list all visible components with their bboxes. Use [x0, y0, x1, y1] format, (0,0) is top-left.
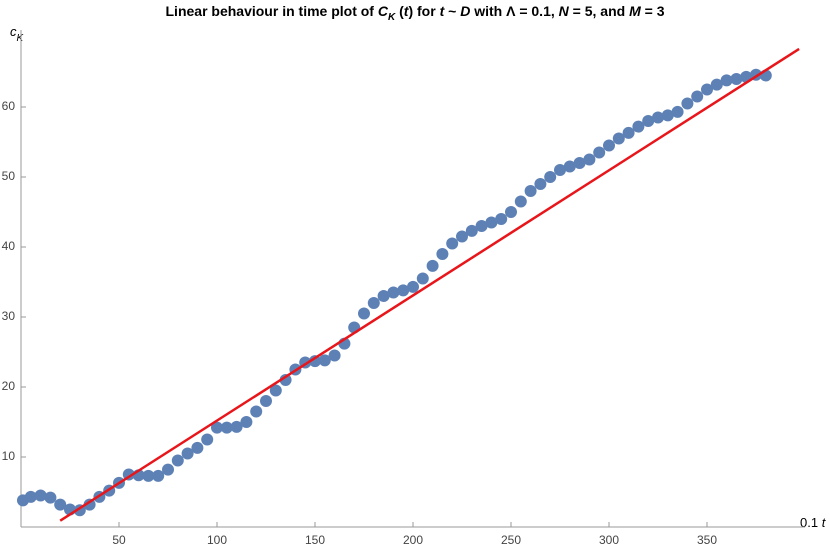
data-point: [514, 195, 527, 208]
data-point: [426, 259, 439, 272]
data-point: [171, 454, 184, 467]
data-point: [191, 441, 204, 454]
data-point: [240, 416, 253, 428]
data-point: [544, 171, 557, 183]
data-point: [407, 280, 419, 293]
data-point: [83, 498, 96, 511]
data-point: [328, 349, 341, 362]
data-point: [260, 395, 272, 407]
x-tick-label: 150: [305, 533, 325, 547]
data-point: [554, 164, 566, 176]
data-point: [416, 272, 429, 285]
x-tick-label: 100: [207, 533, 227, 547]
data-point: [642, 115, 655, 127]
data-point: [681, 97, 694, 110]
x-tick-label: 200: [403, 533, 423, 547]
title-part: D: [460, 3, 470, 19]
data-point: [603, 139, 615, 152]
data-point: [446, 237, 459, 250]
data-point: [279, 374, 292, 386]
x-tick-label: 350: [697, 533, 717, 547]
title-part: = 5, and: [569, 3, 629, 19]
data-point: [691, 90, 704, 103]
title-part: t: [440, 3, 446, 19]
data-point: [318, 354, 331, 367]
x-label-part: t: [822, 515, 827, 530]
data-point: [397, 284, 410, 297]
chart-title: Linear behaviour in time plot of CK (t) …: [166, 3, 665, 23]
data-point: [211, 421, 223, 434]
data-point: [573, 157, 586, 169]
y-tick-label: 30: [2, 309, 16, 323]
data-point: [250, 405, 263, 418]
data-point: [612, 132, 625, 145]
data-point: [162, 463, 174, 476]
data-point: [622, 126, 635, 139]
y-tick-label: 40: [2, 239, 16, 253]
data-point: [593, 146, 606, 159]
y-tick-label: 60: [2, 99, 16, 113]
title-part: ~: [444, 3, 460, 19]
title-part: ) for: [408, 3, 439, 19]
data-point: [309, 355, 321, 368]
x-tick-label: 50: [112, 533, 126, 547]
data-point: [201, 433, 214, 446]
title-part: (: [395, 3, 404, 19]
data-point: [387, 286, 400, 299]
data-point: [485, 216, 498, 229]
data-point: [436, 248, 449, 260]
data-point: [730, 73, 743, 85]
data-point: [220, 421, 233, 434]
data-point: [661, 109, 674, 122]
data-point: [24, 490, 37, 503]
title-part: N: [559, 3, 570, 19]
title-part: t: [404, 3, 410, 19]
data-point: [152, 469, 165, 482]
x-tick-label: 250: [501, 533, 521, 547]
data-point: [720, 74, 733, 87]
title-part: = 3: [641, 3, 665, 19]
data-point: [632, 120, 645, 133]
data-point: [377, 290, 390, 302]
data-point: [465, 224, 478, 237]
y-tick-label: 50: [2, 169, 16, 183]
data-point: [505, 206, 517, 218]
data-point: [534, 178, 547, 190]
y-axis-label: cK: [10, 24, 25, 44]
data-point: [652, 111, 664, 124]
x-label-part: 0.1: [800, 515, 822, 530]
data-point: [475, 220, 488, 232]
data-point: [181, 447, 194, 460]
title-part: with Λ = 0.1,: [470, 3, 558, 19]
title-part: K: [388, 12, 396, 23]
data-point: [269, 384, 282, 397]
title-part: C: [378, 3, 389, 19]
title-part: M: [629, 3, 641, 19]
data-point: [142, 469, 155, 482]
data-point: [671, 105, 684, 118]
data-point: [367, 297, 380, 309]
fit-line: [59, 47, 800, 522]
data-point: [701, 83, 713, 96]
y-tick-label: 20: [2, 379, 16, 393]
x-tick-label: 300: [599, 533, 619, 547]
data-point: [34, 489, 47, 502]
data-point: [456, 230, 468, 243]
title-part: Linear behaviour in time plot of: [166, 3, 378, 19]
data-point: [358, 307, 370, 320]
x-axis-label: 0.1 t: [800, 515, 827, 530]
data-point: [54, 498, 67, 511]
data-point: [44, 491, 57, 504]
data-point: [495, 213, 508, 225]
data-point: [710, 78, 723, 91]
data-point: [524, 185, 537, 197]
data-point: [563, 160, 576, 173]
data-point: [583, 153, 596, 166]
y-tick-label: 10: [2, 449, 16, 463]
y-label-part: c: [10, 24, 17, 39]
data-point: [230, 420, 243, 433]
